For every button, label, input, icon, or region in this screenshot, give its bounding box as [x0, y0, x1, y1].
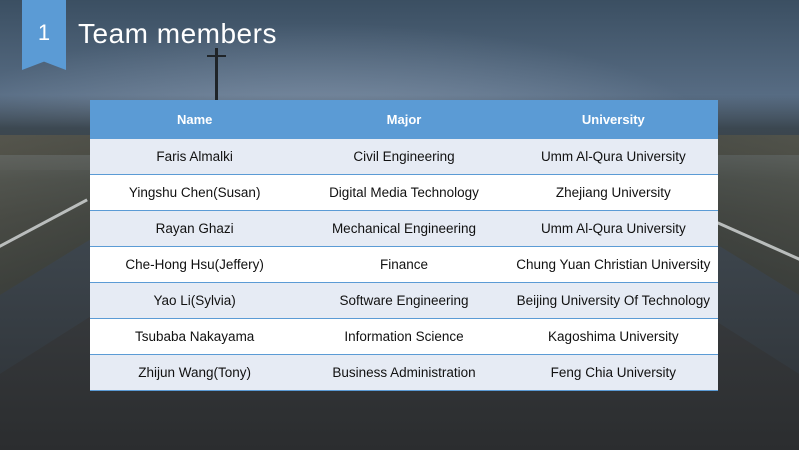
- cell-university: Kagoshima University: [508, 318, 718, 355]
- table-row: Che-Hong Hsu(Jeffery) Finance Chung Yuan…: [90, 246, 718, 283]
- cell-name: Tsubaba Nakayama: [90, 318, 300, 355]
- utility-pole-crossbar: [207, 55, 226, 57]
- cell-major: Mechanical Engineering: [299, 210, 509, 247]
- table-row: Yingshu Chen(Susan) Digital Media Techno…: [90, 174, 718, 211]
- cell-university: Beijing University Of Technology: [508, 282, 718, 319]
- cell-name: Faris Almalki: [90, 138, 300, 175]
- table-row: Rayan Ghazi Mechanical Engineering Umm A…: [90, 210, 718, 247]
- cell-major: Business Administration: [299, 354, 509, 391]
- cell-university: Umm Al-Qura University: [508, 138, 718, 175]
- cell-major: Civil Engineering: [299, 138, 509, 175]
- utility-pole: [215, 48, 218, 100]
- cell-university: Umm Al-Qura University: [508, 210, 718, 247]
- cell-name: Che-Hong Hsu(Jeffery): [90, 246, 300, 283]
- table-row: Yao Li(Sylvia) Software Engineering Beij…: [90, 282, 718, 319]
- cell-name: Yingshu Chen(Susan): [90, 174, 300, 211]
- cell-name: Zhijun Wang(Tony): [90, 354, 300, 391]
- cell-major: Digital Media Technology: [299, 174, 509, 211]
- table-row: Zhijun Wang(Tony) Business Administratio…: [90, 354, 718, 391]
- cell-university: Feng Chia University: [508, 354, 718, 391]
- cell-major: Finance: [299, 246, 509, 283]
- header-university: University: [508, 100, 718, 139]
- team-table: Name Major University Faris Almalki Civi…: [90, 100, 718, 391]
- slide-number-badge: 1: [22, 0, 66, 70]
- cell-university: Zhejiang University: [508, 174, 718, 211]
- cell-major: Information Science: [299, 318, 509, 355]
- slide-number: 1: [37, 20, 51, 45]
- table-header-row: Name Major University: [90, 100, 718, 139]
- table-row: Tsubaba Nakayama Information Science Kag…: [90, 318, 718, 355]
- header-major: Major: [299, 100, 509, 139]
- cell-university: Chung Yuan Christian University: [508, 246, 718, 283]
- cell-name: Rayan Ghazi: [90, 210, 300, 247]
- cell-major: Software Engineering: [299, 282, 509, 319]
- slide-title: Team members: [78, 18, 277, 49]
- cell-name: Yao Li(Sylvia): [90, 282, 300, 319]
- table-row: Faris Almalki Civil Engineering Umm Al-Q…: [90, 138, 718, 175]
- header-name: Name: [90, 100, 300, 139]
